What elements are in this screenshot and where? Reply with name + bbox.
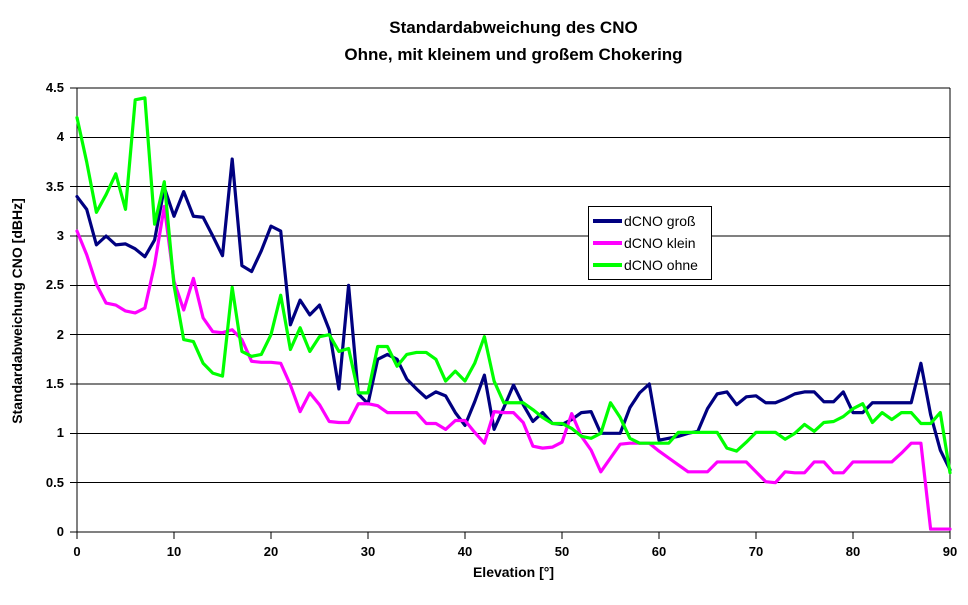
gross-line-sample — [593, 219, 622, 223]
y-tick-label: 1.5 — [45, 376, 64, 391]
legend-item-ohne: dCNO ohne — [593, 254, 711, 276]
y-axis-title: Standardabweichung CNO [dBHz] — [9, 198, 25, 424]
ohne-line-sample — [593, 263, 622, 267]
x-tick-label: 80 — [845, 544, 861, 559]
y-tick-label: 0.5 — [45, 474, 64, 490]
x-tick-label: 60 — [651, 544, 667, 559]
x-tick-label: 70 — [748, 544, 764, 559]
y-tick-label: 3 — [56, 228, 64, 243]
x-tick-label: 30 — [360, 544, 376, 559]
klein-line-sample — [593, 241, 622, 245]
series-line-1 — [75, 204, 952, 531]
y-tick-label: 2 — [56, 326, 64, 342]
legend-label-klein: dCNO klein — [624, 235, 696, 251]
y-tick-label: 4.5 — [45, 80, 64, 95]
chart-subtitle: Ohne, mit kleinem und großem Chokering — [344, 45, 683, 64]
series-line-2 — [75, 96, 952, 475]
y-tick-label: 2.5 — [45, 277, 64, 293]
y-tick-label: 3.5 — [45, 178, 64, 194]
legend-label-gross: dCNO groß — [624, 213, 696, 229]
x-tick-label: 90 — [942, 544, 958, 559]
x-tick-label: 0 — [73, 544, 81, 559]
legend: dCNO groß dCNO klein dCNO ohne — [588, 206, 712, 280]
legend-item-klein: dCNO klein — [593, 232, 711, 254]
x-axis-title: Elevation [°] — [472, 564, 555, 580]
x-tick-label: 20 — [263, 544, 279, 559]
chart-title-block: Standardabweichung des CNO Ohne, mit kle… — [77, 14, 950, 68]
x-tick-label: 50 — [554, 544, 570, 559]
chart-title: Standardabweichung des CNO — [389, 18, 638, 37]
x-tick-label: 40 — [457, 544, 473, 559]
legend-item-gross: dCNO groß — [593, 210, 711, 232]
series-line-0 — [75, 157, 952, 472]
y-tick-label: 0 — [56, 524, 64, 539]
legend-label-ohne: dCNO ohne — [624, 257, 698, 273]
y-tick-label: 1 — [56, 425, 64, 441]
x-tick-label: 10 — [166, 544, 182, 559]
y-tick-label: 4 — [56, 129, 64, 145]
